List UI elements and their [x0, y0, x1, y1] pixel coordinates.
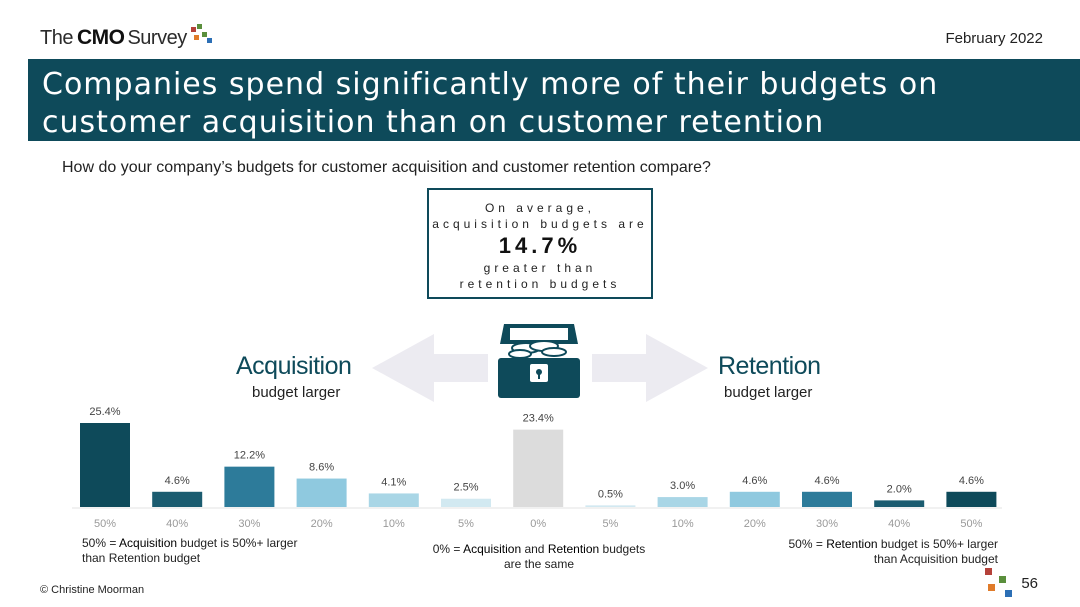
page-number: 56: [1021, 575, 1038, 592]
bar-11: [874, 500, 925, 507]
page-title: Companies spend significantly more of th…: [42, 67, 939, 140]
x-tick-10: 30%: [816, 518, 838, 530]
treasure-chest-icon: [498, 324, 580, 398]
data-label-8: 3.0%: [670, 480, 695, 492]
logo-dots-icon: [189, 24, 215, 50]
title-banner: Companies spend significantly more of th…: [28, 59, 1080, 141]
x-tick-2: 30%: [238, 518, 260, 530]
data-label-5: 2.5%: [453, 482, 478, 494]
logo: The CMO Survey: [40, 20, 215, 50]
footnote-left-line2: than Retention budget: [82, 551, 201, 565]
copyright: © Christine Moorman: [40, 584, 145, 596]
footnote-center-bold1: Acquisition: [463, 542, 522, 556]
data-label-3: 8.6%: [309, 462, 334, 474]
average-line-2: acquisition budgets are: [432, 217, 648, 231]
footnote-center-line2: are the same: [503, 557, 575, 571]
bar-12: [946, 491, 997, 507]
average-callout: On average, acquisition budgets are 14.7…: [427, 188, 653, 299]
bar-10: [802, 491, 852, 507]
x-tick-4: 10%: [383, 518, 405, 530]
x-tick-0: 50%: [94, 518, 116, 530]
footnote-center-pre: 0% =: [432, 542, 464, 556]
footnote-right-bold: Retention: [826, 537, 878, 551]
footnote-left-post: budget is 50%+ larger: [177, 536, 298, 550]
bar-2: [224, 466, 275, 507]
footnote-right-pre: 50% =: [788, 537, 827, 551]
footnote-center-mid: and: [521, 542, 548, 556]
footnote-left-bold: Acquisition: [119, 536, 178, 550]
retention-subtitle: budget larger: [724, 384, 813, 401]
data-label-11: 2.0%: [887, 483, 912, 495]
footnote-left: 50% = Acquisition budget is 50%+ larger …: [82, 536, 297, 566]
average-value: 14.7%: [498, 233, 582, 258]
x-tick-5: 5%: [458, 518, 474, 530]
average-line-3: greater than: [483, 261, 597, 275]
x-tick-3: 20%: [311, 518, 333, 530]
data-label-10: 4.6%: [814, 475, 839, 487]
retention-title: Retention: [718, 352, 821, 380]
footnote-center-post: budgets: [599, 542, 646, 556]
x-tick-6: 0%: [530, 518, 546, 530]
bar-6: [513, 429, 564, 507]
bar-3: [296, 478, 347, 507]
left-arrow-icon: [372, 334, 488, 402]
x-tick-12: 50%: [960, 518, 982, 530]
bar-8: [657, 497, 708, 507]
footnote-right: 50% = Retention budget is 50%+ larger th…: [789, 537, 999, 567]
corner-dots-icon: [985, 568, 1015, 600]
bar-9: [729, 491, 780, 507]
survey-question: How do your company’s budgets for custom…: [62, 159, 711, 176]
footnote-center-bold2: Retention: [547, 542, 600, 556]
right-arrow-icon: [592, 334, 708, 402]
x-tick-7: 5%: [602, 518, 618, 530]
data-label-4: 4.1%: [381, 476, 406, 488]
footnote-right-post: budget is 50%+ larger: [877, 537, 998, 551]
logo-cmo: CMO: [76, 26, 125, 49]
average-line-4: retention budgets: [459, 277, 621, 291]
bar-5: [441, 498, 491, 507]
logo-the: The: [40, 27, 73, 49]
bar-7: [585, 505, 636, 507]
data-label-9: 4.6%: [742, 475, 767, 487]
data-label-0: 25.4%: [89, 406, 120, 418]
x-tick-8: 10%: [672, 518, 694, 530]
data-label-7: 0.5%: [598, 488, 623, 500]
acquisition-subtitle: budget larger: [252, 384, 341, 401]
data-label-12: 4.6%: [959, 475, 984, 487]
report-date: February 2022: [945, 30, 1043, 47]
x-tick-1: 40%: [166, 518, 188, 530]
bar-1: [152, 491, 203, 507]
bar-4: [368, 493, 419, 507]
logo-survey: Survey: [127, 27, 187, 49]
bar-0: [80, 423, 130, 507]
data-label-6: 23.4%: [523, 413, 554, 425]
x-tick-11: 40%: [888, 518, 910, 530]
data-label-1: 4.6%: [165, 475, 190, 487]
footnote-center: 0% = Acquisition and Retention budgets a…: [432, 542, 646, 572]
acquisition-title: Acquisition: [236, 352, 352, 380]
average-line-1: On average,: [484, 201, 596, 215]
data-label-2: 12.2%: [234, 450, 265, 462]
footnote-right-line2: than Acquisition budget: [873, 552, 998, 566]
footnote-left-pre: 50% =: [82, 536, 120, 550]
x-tick-9: 20%: [744, 518, 766, 530]
